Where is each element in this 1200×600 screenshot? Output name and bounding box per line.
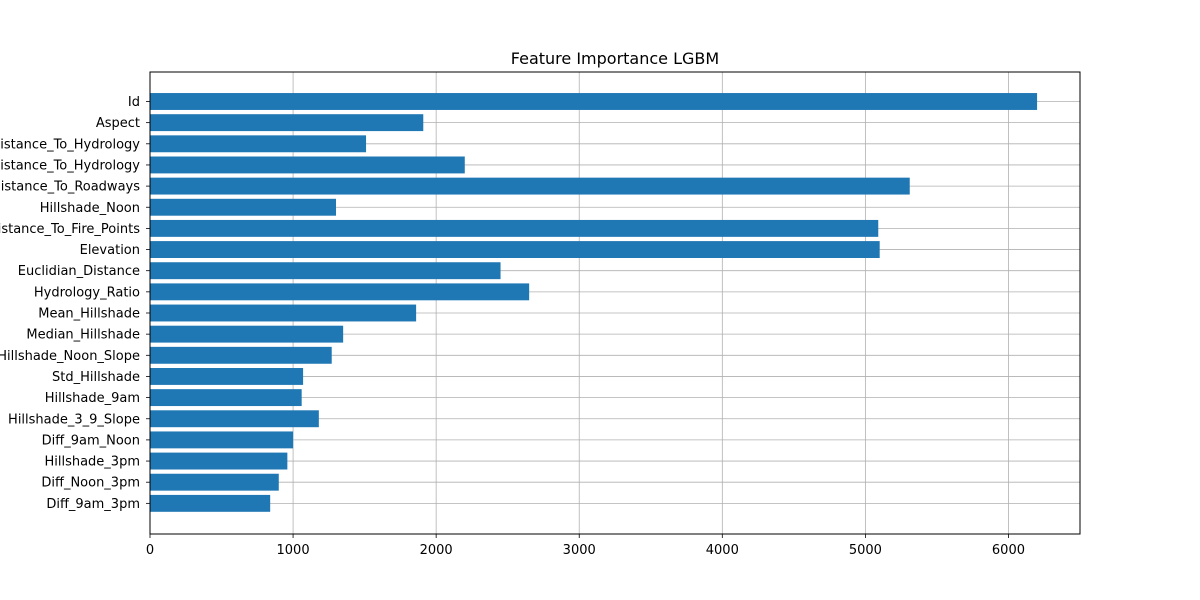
bar: [150, 262, 501, 280]
bar: [150, 156, 465, 174]
x-tick-label: 4000: [706, 543, 739, 558]
y-tick-label: Horizontal_Distance_To_Fire_Points: [0, 222, 140, 237]
x-tick-label: 0: [146, 543, 154, 558]
x-tick-label: 2000: [420, 543, 453, 558]
bar: [150, 219, 879, 237]
bar: [150, 177, 910, 195]
y-tick-label: Euclidian_Distance: [18, 264, 140, 279]
bar: [150, 346, 332, 364]
bar: [150, 325, 344, 343]
y-tick-label: Aspect: [96, 116, 140, 131]
x-tick-label: 5000: [849, 543, 882, 558]
y-tick-label: Median_Hillshade: [26, 328, 140, 343]
y-tick-label: Hydrology_Ratio: [34, 285, 140, 300]
bar: [150, 368, 304, 385]
bar: [150, 241, 880, 258]
y-tick-label: Hillshade_Noon: [40, 201, 140, 216]
bar: [150, 198, 336, 216]
y-tick-label: Vertical_Distance_To_Hydrology: [0, 158, 140, 173]
bar: [150, 93, 1038, 110]
y-tick-label: Std_Hillshade: [52, 370, 140, 385]
bar: [150, 283, 530, 301]
y-tick-label: Horizontal_Distance_To_Hydrology: [0, 137, 140, 152]
y-tick-label: Id: [128, 95, 140, 110]
y-tick-label: Diff_Noon_3pm: [41, 476, 140, 491]
y-tick-label: Hillshade_3_9_Slope: [8, 412, 140, 427]
chart-title: Feature Importance LGBM: [511, 49, 719, 68]
y-tick-label: Horizontal_Distance_To_Roadways: [0, 180, 140, 195]
y-tick-label: Hillshade_9am: [45, 391, 140, 406]
x-tick-label: 1000: [277, 543, 310, 558]
bar: [150, 304, 417, 322]
y-tick-label: Mean_Hillshade: [38, 307, 140, 322]
x-tick-label: 6000: [992, 543, 1025, 558]
bar: [150, 135, 367, 153]
bar: [150, 410, 319, 428]
y-tick-label: Diff_9am_Noon: [42, 433, 140, 448]
bar: [150, 389, 302, 407]
y-tick-label: Hillshade_Noon_Slope: [0, 349, 140, 364]
y-tick-label: Hillshade_3pm: [44, 455, 140, 470]
bar: [150, 452, 288, 470]
axes-frame: [149, 71, 1081, 535]
y-tick-label: Elevation: [80, 243, 140, 258]
bar: [150, 473, 279, 491]
plot-area: 0 1000 2000 3000 4000 5000 6000 Id Aspect Horizon…: [0, 71, 1081, 558]
y-tick-label: Diff_9am_3pm: [46, 497, 140, 512]
x-tick-label: 3000: [563, 543, 596, 558]
bar: [150, 114, 424, 132]
bar: [150, 494, 271, 512]
bar: [150, 431, 294, 449]
